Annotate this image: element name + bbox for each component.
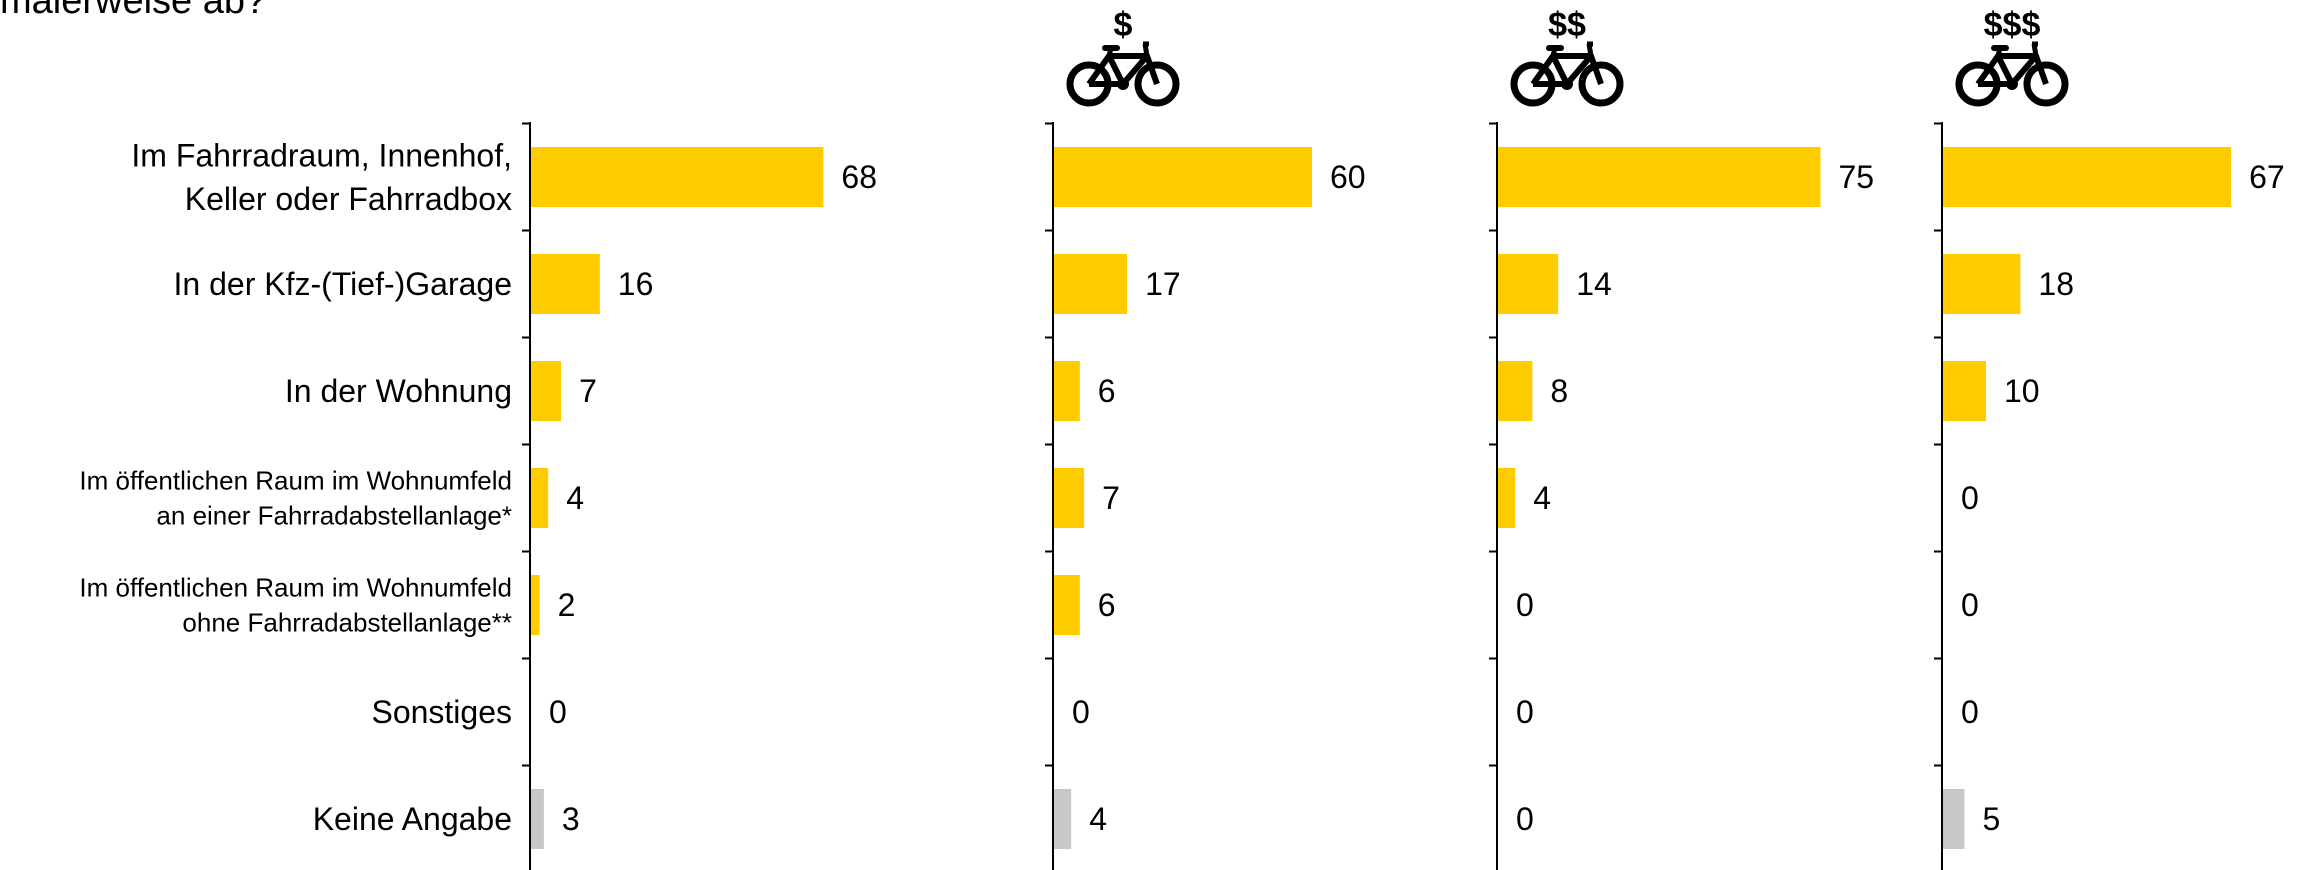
bar (531, 575, 540, 635)
data-label: 0 (1516, 694, 1534, 730)
category-label: Im öffentlichen Raum im Wohnumfeld ohne F… (79, 573, 512, 638)
data-label: 0 (549, 694, 567, 730)
bicycle-icon (1955, 41, 2069, 107)
price-tier-label: $ (1114, 6, 1133, 44)
data-label: 8 (1550, 373, 1568, 409)
bar (1498, 147, 1821, 207)
data-label: 0 (1516, 587, 1534, 623)
bar (531, 468, 549, 528)
bar (531, 254, 600, 314)
bar (531, 361, 562, 421)
data-label: 0 (1961, 587, 1979, 623)
data-label: 0 (1961, 694, 1979, 730)
data-label: 14 (1576, 266, 1612, 302)
data-label: 0 (1961, 480, 1979, 516)
bar (1943, 254, 2021, 314)
category-label: In der Kfz-(Tief-)Garage (174, 266, 512, 302)
page-title: malerweise ab? (0, 0, 267, 22)
bicycle-icon (1510, 41, 1624, 107)
data-label: 4 (566, 480, 584, 516)
data-label: 16 (618, 266, 654, 302)
bar (531, 147, 824, 207)
price-tier-label: $$$ (1984, 6, 2041, 44)
data-label: 3 (562, 801, 580, 837)
bar (1498, 361, 1533, 421)
data-label: 68 (841, 159, 877, 195)
bar (1054, 361, 1080, 421)
data-label: 17 (1145, 266, 1181, 302)
bar (1498, 468, 1516, 528)
data-label: 60 (1330, 159, 1366, 195)
data-label: 75 (1839, 159, 1875, 195)
data-label: 5 (1983, 801, 2001, 837)
data-label: 7 (1102, 480, 1120, 516)
category-label: Im öffentlichen Raum im Wohnumfeld an ein… (79, 466, 512, 531)
data-label: 0 (1516, 801, 1534, 837)
data-label: 18 (2038, 266, 2074, 302)
data-label: 10 (2004, 373, 2040, 409)
data-label: 6 (1098, 587, 1116, 623)
category-label: In der Wohnung (285, 373, 512, 409)
bar (1054, 254, 1128, 314)
data-label: 0 (1072, 694, 1090, 730)
bar (1054, 468, 1085, 528)
bar (1943, 147, 2232, 207)
data-label: 67 (2249, 159, 2285, 195)
price-tier-label: $$ (1548, 6, 1586, 44)
data-label: 2 (558, 587, 576, 623)
bicycle-icon (1066, 41, 1180, 107)
bar-no-answer (531, 789, 544, 849)
category-label: Keine Angabe (313, 801, 512, 837)
data-label: 4 (1533, 480, 1551, 516)
bar (1943, 361, 1986, 421)
bar (1054, 147, 1312, 207)
bar-no-answer (1054, 789, 1072, 849)
bar-no-answer (1943, 789, 1965, 849)
category-label: Im Fahrradraum, Innenhof, Keller oder Fah… (131, 138, 512, 217)
bar (1498, 254, 1559, 314)
data-label: 6 (1098, 373, 1116, 409)
data-label: 4 (1089, 801, 1107, 837)
data-label: 7 (579, 373, 597, 409)
bar (1054, 575, 1080, 635)
category-label: Sonstiges (371, 694, 512, 730)
